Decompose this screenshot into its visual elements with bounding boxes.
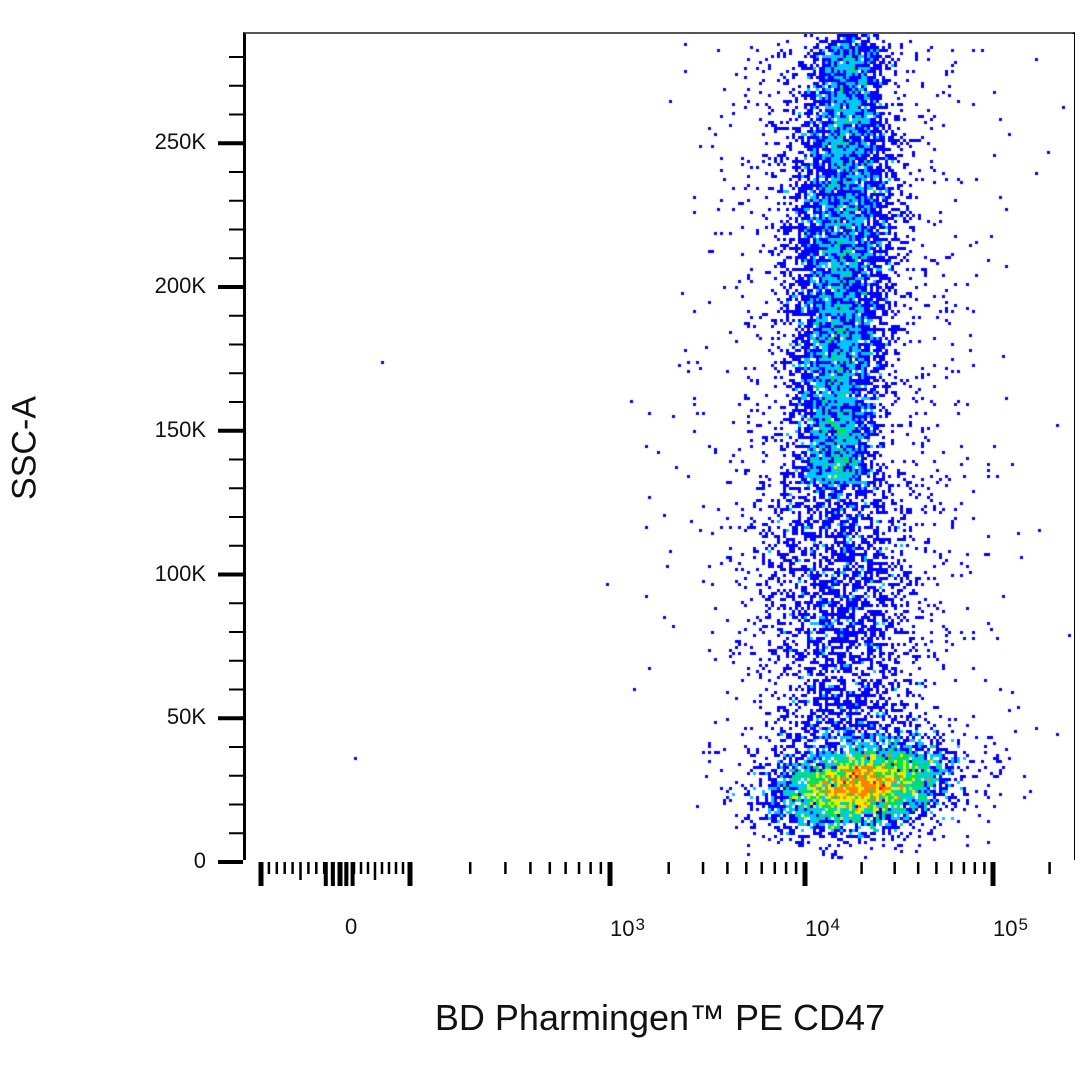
y-tick-label: 50K bbox=[166, 704, 206, 730]
y-tick-label: 200K bbox=[154, 273, 206, 298]
x-tick-base: 0 bbox=[345, 914, 358, 939]
y-tick-label: 100K bbox=[154, 560, 206, 586]
x-tick-label: 105 bbox=[993, 915, 1028, 941]
y-axis-title: SSC-A bbox=[5, 396, 44, 500]
x-tick-base: 10 bbox=[610, 916, 635, 941]
y-tick-label: 150K bbox=[154, 416, 206, 442]
x-axis-title: BD Pharmingen™ PE CD47 bbox=[434, 997, 886, 1038]
x-tick-exponent: 5 bbox=[1018, 915, 1028, 934]
x-tick-label: 103 bbox=[610, 915, 645, 941]
density-scatter-plot bbox=[246, 34, 1074, 860]
x-tick-base: 10 bbox=[805, 916, 830, 941]
x-tick-exponent: 4 bbox=[830, 915, 840, 934]
x-tick-label: 0 bbox=[345, 916, 357, 938]
x-tick-base: 10 bbox=[993, 916, 1018, 941]
y-tick-label: 0 bbox=[193, 848, 206, 873]
x-tick-exponent: 3 bbox=[635, 915, 645, 934]
y-tick-label: 250K bbox=[154, 129, 206, 155]
x-tick-label: 104 bbox=[805, 915, 840, 941]
